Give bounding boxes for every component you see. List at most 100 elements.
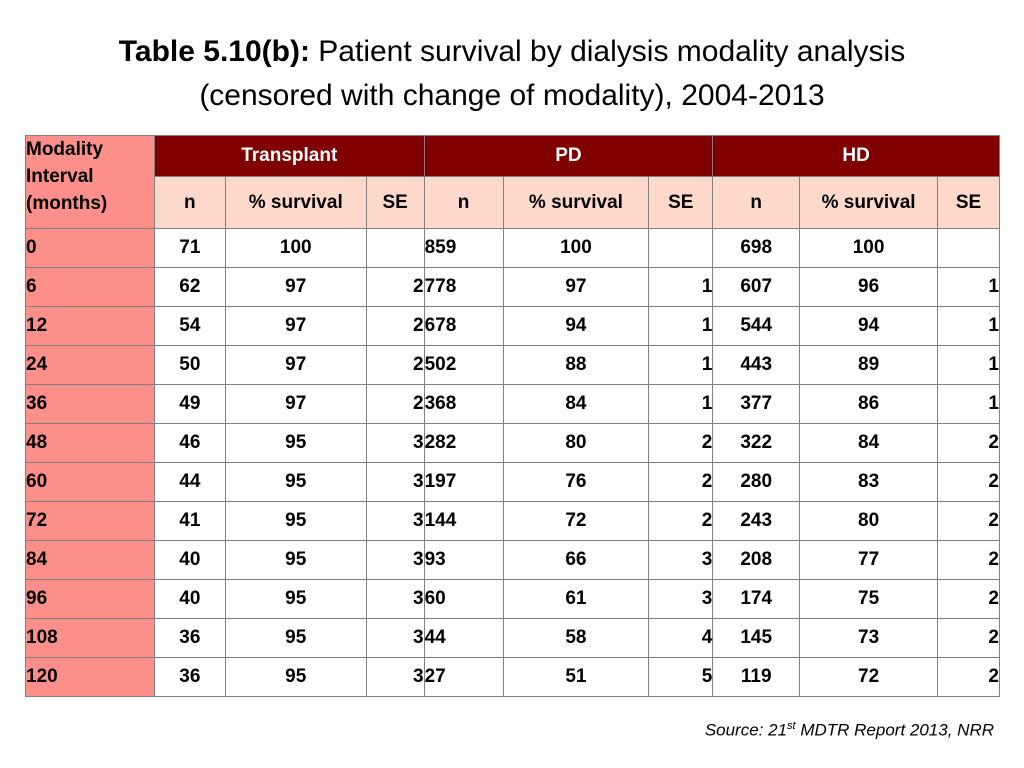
hd-survival-header: % survival: [799, 176, 939, 229]
transplant-n-cell: 71: [153, 228, 226, 268]
pd-se-cell: 1: [648, 384, 714, 424]
pd-n-cell: 93: [423, 540, 504, 580]
sub-header-row: n % survival SE n % survival SE n % surv…: [26, 176, 1000, 229]
transplant-se-cell: 3: [365, 423, 425, 463]
hd-se-cell: 2: [937, 462, 1000, 502]
group-header-pd: PD: [423, 135, 714, 177]
pd-n-cell: 859: [423, 228, 504, 268]
hd-n-cell: 208: [712, 540, 801, 580]
hd-se-cell: 1: [937, 384, 1000, 424]
pd-se-cell: 1: [648, 267, 714, 307]
transplant-survival-cell: 97: [224, 306, 367, 346]
hd-n-cell: 174: [712, 579, 801, 619]
hd-n-cell: 698: [712, 228, 801, 268]
hd-n-cell: 280: [712, 462, 801, 502]
table-row: 120 36 95 3 27 51 5 119 72 2: [25, 657, 1000, 697]
transplant-survival-cell: 95: [224, 501, 367, 541]
hd-se-header: SE: [937, 176, 1000, 229]
pd-survival-cell: 84: [502, 384, 650, 424]
pd-n-cell: 197: [423, 462, 504, 502]
interval-cell: 36: [25, 384, 155, 424]
transplant-survival-header: % survival: [224, 176, 367, 229]
hd-se-cell: 2: [937, 501, 1000, 541]
transplant-survival-cell: 95: [224, 657, 367, 697]
table-row: 60 44 95 3 197 76 2 280 83 2: [25, 462, 1000, 502]
table-row: 72 41 95 3 144 72 2 243 80 2: [25, 501, 1000, 541]
transplant-se-cell: 2: [365, 384, 425, 424]
transplant-se-cell: 3: [365, 618, 425, 658]
table-row: 12 54 97 2 678 94 1 544 94 1: [25, 306, 1000, 346]
pd-n-cell: 368: [423, 384, 504, 424]
interval-cell: 12: [25, 306, 155, 346]
hd-se-cell: 1: [937, 267, 1000, 307]
hd-n-cell: 544: [712, 306, 801, 346]
transplant-survival-cell: 97: [224, 267, 367, 307]
hd-survival-cell: 80: [799, 501, 939, 541]
pd-survival-cell: 72: [502, 501, 650, 541]
pd-survival-cell: 88: [502, 345, 650, 385]
hd-se-cell: 1: [937, 306, 1000, 346]
row-header-line-1: Modality: [26, 139, 104, 160]
pd-survival-cell: 97: [502, 267, 650, 307]
transplant-survival-cell: 95: [224, 462, 367, 502]
survival-table: Modality Interval (months) Transplant PD…: [25, 135, 1000, 697]
title-line-2: (censored with change of modality), 2004…: [199, 79, 825, 112]
hd-survival-cell: 89: [799, 345, 939, 385]
interval-cell: 0: [25, 228, 155, 268]
pd-survival-cell: 94: [502, 306, 650, 346]
pd-survival-cell: 76: [502, 462, 650, 502]
transplant-survival-cell: 95: [224, 423, 367, 463]
title-line-1: Table 5.10(b): Patient survival by dialy…: [0, 30, 1024, 74]
hd-survival-cell: 75: [799, 579, 939, 619]
transplant-n-cell: 36: [153, 618, 226, 658]
table-row: 24 50 97 2 502 88 1 443 89 1: [25, 345, 1000, 385]
row-header-line-3: (months): [26, 193, 108, 214]
interval-cell: 96: [25, 579, 155, 619]
group-header-hd: HD: [712, 135, 1000, 177]
transplant-n-cell: 41: [153, 501, 226, 541]
pd-se-cell: 5: [648, 657, 714, 697]
hd-survival-cell: 94: [799, 306, 939, 346]
transplant-n-cell: 40: [153, 540, 226, 580]
pd-survival-cell: 51: [502, 657, 650, 697]
transplant-se-cell: 3: [365, 579, 425, 619]
pd-n-cell: 282: [423, 423, 504, 463]
transplant-n-cell: 36: [153, 657, 226, 697]
hd-se-cell: 2: [937, 618, 1000, 658]
hd-survival-cell: 72: [799, 657, 939, 697]
hd-n-cell: 145: [712, 618, 801, 658]
transplant-survival-cell: 95: [224, 540, 367, 580]
hd-n-cell: 443: [712, 345, 801, 385]
transplant-se-header: SE: [365, 176, 425, 229]
pd-n-cell: 27: [423, 657, 504, 697]
transplant-n-header: n: [153, 176, 226, 229]
source-superscript: st: [787, 720, 796, 732]
interval-cell: 120: [25, 657, 155, 697]
transplant-survival-cell: 95: [224, 579, 367, 619]
interval-cell: 6: [25, 267, 155, 307]
pd-se-cell: [648, 228, 714, 268]
pd-survival-cell: 66: [502, 540, 650, 580]
hd-se-cell: 2: [937, 579, 1000, 619]
transplant-n-cell: 62: [153, 267, 226, 307]
pd-se-cell: 3: [648, 540, 714, 580]
hd-survival-cell: 83: [799, 462, 939, 502]
title-text: Patient survival by dialysis modality an…: [318, 35, 906, 68]
table-row: 108 36 95 3 44 58 4 145 73 2: [25, 618, 1000, 658]
pd-se-cell: 3: [648, 579, 714, 619]
transplant-se-cell: [365, 228, 425, 268]
pd-se-cell: 2: [648, 462, 714, 502]
table-label: Table 5.10(b):: [118, 35, 310, 68]
hd-n-cell: 243: [712, 501, 801, 541]
pd-survival-cell: 61: [502, 579, 650, 619]
hd-survival-cell: 100: [799, 228, 939, 268]
table-row: 0 71 100 859 100 698 100: [25, 228, 1000, 268]
group-header-transplant: Transplant: [153, 135, 425, 177]
pd-n-cell: 502: [423, 345, 504, 385]
transplant-survival-cell: 95: [224, 618, 367, 658]
transplant-se-cell: 2: [365, 267, 425, 307]
table-row: 36 49 97 2 368 84 1 377 86 1: [25, 384, 1000, 424]
interval-cell: 48: [25, 423, 155, 463]
pd-n-cell: 678: [423, 306, 504, 346]
group-header-row: Modality Interval (months) Transplant PD…: [25, 135, 1000, 229]
